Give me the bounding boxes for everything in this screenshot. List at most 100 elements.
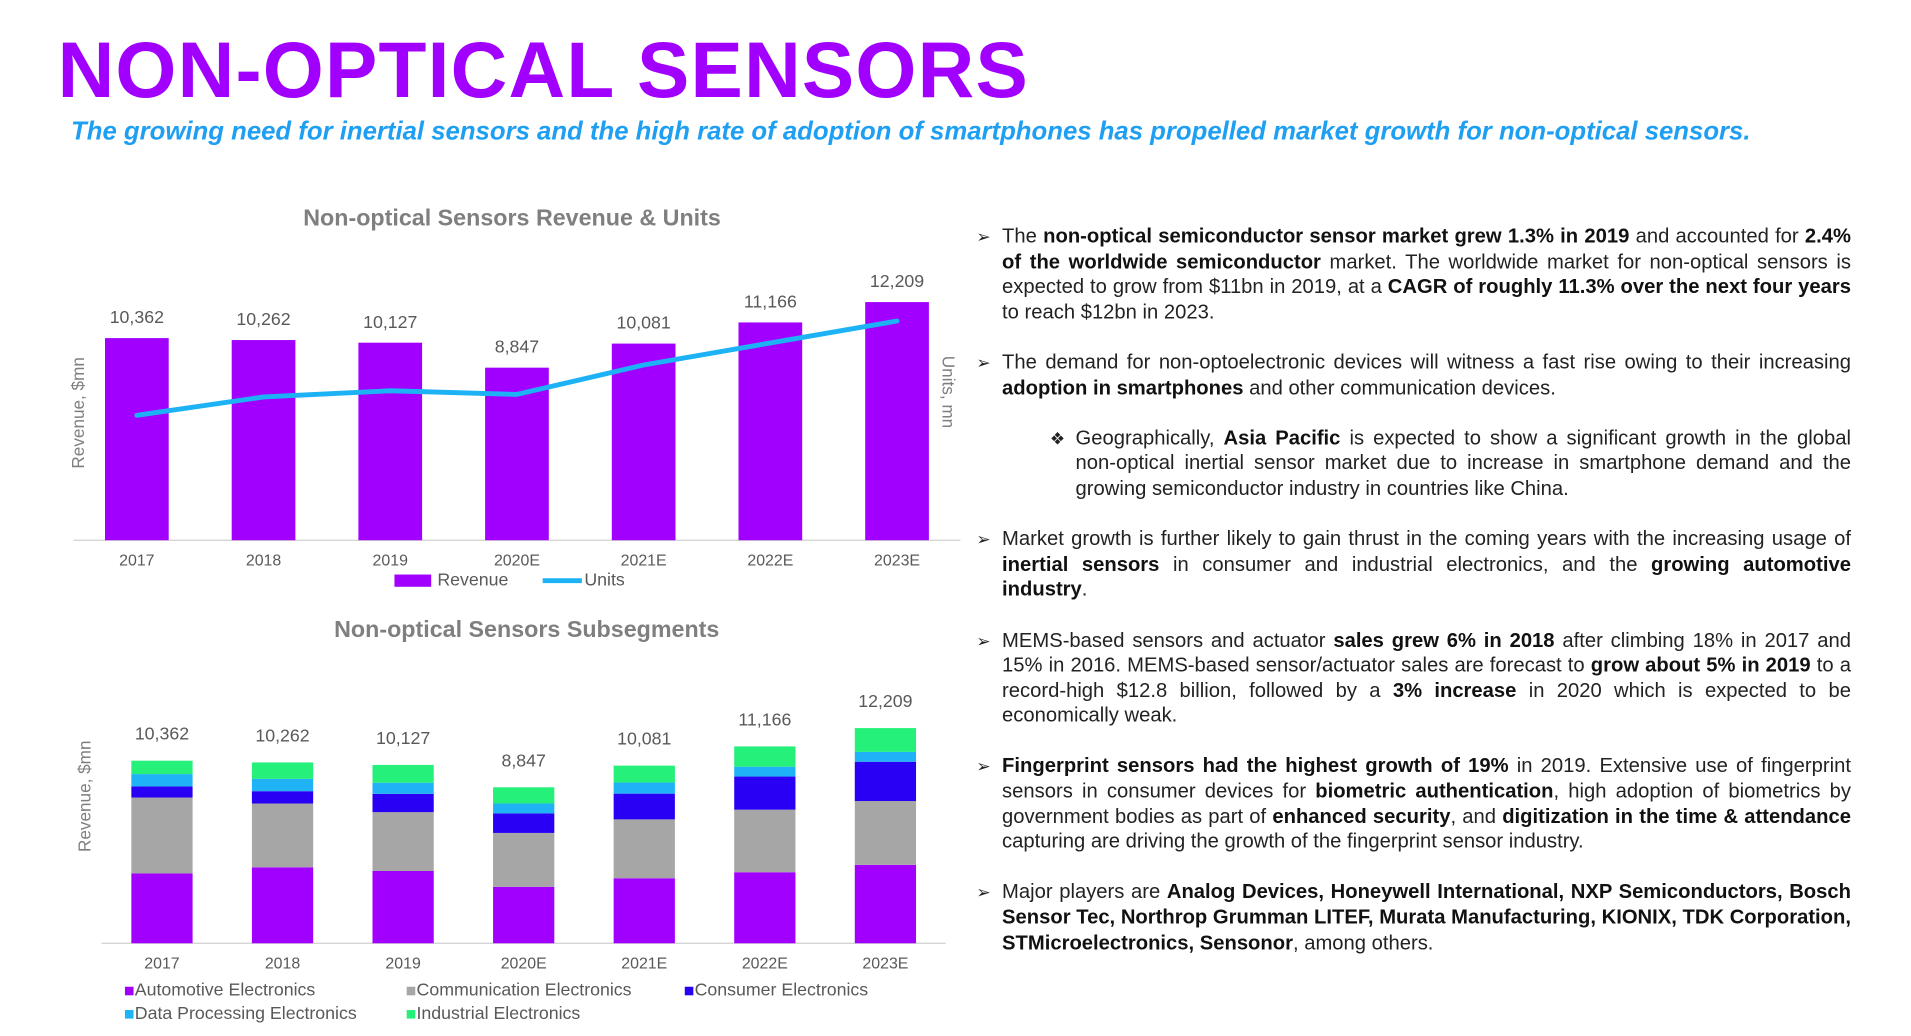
bar-segment: [613, 878, 675, 944]
total-label: 11,166: [738, 709, 791, 729]
x-tick-label: 2023E: [874, 552, 920, 569]
bullet-marker: ➢: [976, 630, 991, 650]
text: to reach $12bn in 2023.: [1002, 301, 1215, 324]
x-tick-label: 2017: [119, 552, 155, 569]
x-tick-label: 2018: [265, 955, 301, 972]
text: and other communication devices.: [1243, 376, 1556, 399]
bar-segment: [854, 728, 917, 752]
total-label: 10,081: [617, 729, 671, 749]
bold-text: digitization in the time & attendance: [1502, 805, 1851, 828]
text: in consumer and industrial electronics, …: [1159, 553, 1651, 576]
text: in 2019. Extensive use of fingerprint se…: [1002, 755, 1851, 803]
bullet-marker: ❖: [1049, 428, 1066, 449]
x-tick-label: 2018: [246, 552, 282, 569]
x-tick-label: 2021E: [621, 955, 667, 972]
bullet: ➢ The demand for non-optoelectronic devic…: [976, 350, 1851, 400]
x-tick-label: 2022E: [747, 552, 793, 569]
text: The demand for non-optoelectronic device…: [1002, 351, 1851, 374]
bar-segment: [734, 766, 796, 777]
bold-text: biometric authentication: [1315, 780, 1554, 803]
charts: Non-optical Sensors Revenue & Units Reven…: [68, 204, 961, 1023]
data-label: 10,362: [110, 307, 164, 327]
bullet: ➢ The non-optical semiconductor sensor ma…: [976, 224, 1851, 325]
text: Major players are: [1002, 881, 1167, 904]
x-tick-label: 2019: [385, 955, 421, 972]
bullet-text: Fingerprint sensors had the highest grow…: [1002, 754, 1851, 855]
text: Geographically,: [1075, 427, 1224, 450]
total-label: 12,209: [858, 691, 912, 711]
bullet: ➢ MEMS-based sensors and actuator sales g…: [976, 628, 1851, 729]
bar: [611, 343, 676, 541]
bar-segment: [613, 765, 675, 783]
bar-segment: [493, 787, 555, 804]
text: is expected to show a significant growth…: [1075, 427, 1851, 500]
bar-segment: [251, 867, 314, 944]
bar-segment: [493, 886, 555, 944]
text: , among others.: [1292, 931, 1434, 954]
page-title: NON-OPTICAL SENSORS: [57, 25, 1029, 114]
bar-segment: [251, 762, 314, 779]
x-tick-label: 2017: [144, 955, 180, 972]
total-label: 10,127: [376, 728, 430, 748]
bar-segment: [372, 782, 434, 794]
data-label: 10,262: [236, 309, 290, 329]
text: in 2020 which is expected to be economic…: [1002, 679, 1851, 727]
bold-text: sales grew 6% in 2018: [1333, 629, 1555, 652]
legend-swatch: [684, 986, 694, 996]
bold-text: Analog Devices, Honeywell International,…: [1002, 881, 1851, 954]
text: , high adoption of biometrics by governm…: [1002, 780, 1851, 828]
y-axis-label: Revenue, $mn: [74, 741, 94, 852]
bar-segment: [613, 819, 675, 879]
bold-text: inertial sensors: [1002, 553, 1160, 576]
legend-swatch: [406, 1010, 416, 1019]
text: capturing are driving the growth of the …: [1002, 830, 1584, 853]
bold-text: Fingerprint sensors had the highest grow…: [1002, 755, 1509, 778]
legend-label: Data Processing Electronics: [135, 1003, 357, 1023]
bar-segment: [131, 873, 193, 944]
bar-segment: [493, 803, 555, 814]
bar-segment: [131, 786, 193, 798]
bar-segment: [854, 751, 917, 762]
bar-segment: [734, 872, 796, 944]
bullet: ❖ Geographically, Asia Pacific is expecte…: [1050, 426, 1851, 502]
bullet-list: ➢ The non-optical semiconductor sensor ma…: [976, 224, 1851, 981]
text: after climbing 18% in 2017 and 15% in 20…: [1002, 629, 1851, 677]
bar-segment: [493, 813, 555, 833]
bold-text: adoption in smartphones: [1002, 376, 1244, 399]
data-label: 10,127: [363, 312, 417, 332]
bar-segment: [131, 760, 193, 775]
bold-text: non-optical semiconductor sensor market …: [1043, 225, 1630, 248]
text: , and: [1450, 805, 1503, 828]
bar-segment: [131, 774, 193, 787]
text: MEMS-based sensors and actuator: [1002, 629, 1334, 652]
legend-label: Automotive Electronics: [135, 980, 316, 1000]
bullet-text: The demand for non-optoelectronic device…: [1002, 350, 1851, 400]
legend-label: Industrial Electronics: [417, 1003, 581, 1023]
bar-segment: [131, 797, 193, 874]
legend-label: Communication Electronics: [417, 980, 632, 1000]
bold-text: 3% increase: [1392, 679, 1517, 702]
legend-swatch: [394, 574, 432, 587]
bar-segment: [854, 761, 917, 802]
bold-text: 2.4% of the worldwide semiconductor: [1002, 225, 1851, 273]
text: Market growth is further likely to gain …: [1002, 528, 1851, 551]
x-tick-label: 2023E: [862, 955, 908, 972]
bar-segment: [854, 864, 917, 944]
x-tick-label: 2022E: [742, 955, 788, 972]
text: market. The worldwide market for non-opt…: [1002, 250, 1851, 298]
page-subtitle: The growing need for inertial sensors an…: [71, 117, 1751, 146]
bar-segment: [734, 746, 796, 767]
text: and accounted for: [1629, 225, 1805, 248]
text: to a record-high $12.8 billion, followed…: [1002, 654, 1851, 702]
legend-label: Revenue: [437, 569, 508, 589]
legend-swatch: [124, 986, 134, 996]
bullet: ➢ Major players are Analog Devices, Honey…: [976, 880, 1851, 956]
bar-segment: [854, 801, 917, 865]
x-tick-label: 2021E: [621, 552, 667, 569]
bar-segment: [613, 782, 675, 794]
bar-segment: [372, 812, 434, 872]
bar: [358, 342, 423, 541]
bar-segment: [372, 793, 434, 813]
